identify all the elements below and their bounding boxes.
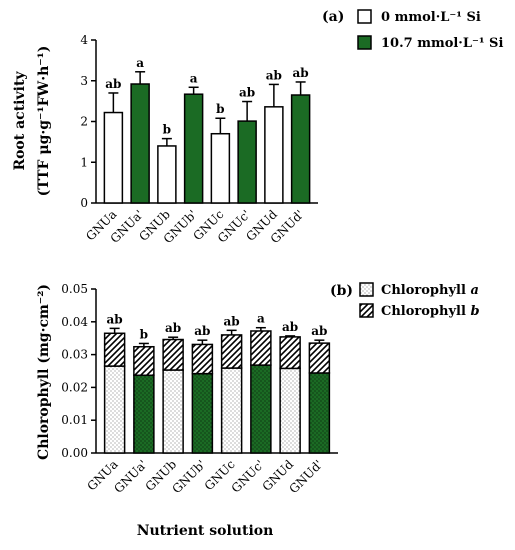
panel-a-significance-letter: ab — [239, 86, 255, 100]
legend-label-0-si: 0 mmol·L⁻¹ Si — [381, 10, 481, 25]
panel-a-significance-letter: a — [136, 56, 144, 70]
panel-b-bar-chlorophyll-b — [220, 334, 243, 369]
legend-swatch-chlorophyll-a — [359, 282, 374, 297]
legend-text-chlorophyll-a-suffix: a — [470, 283, 478, 298]
panel-b-significance-letter: ab — [107, 312, 123, 326]
panel-a-significance-letter: b — [216, 102, 224, 116]
panel-a-bar — [183, 93, 204, 204]
legend-text-chlorophyll-b: Chlorophyll — [381, 304, 470, 319]
panel-a-label: (a) — [322, 9, 344, 25]
panel-b-bar-chlorophyll-a — [279, 367, 301, 454]
panel-b-bar-chlorophyll-b — [250, 330, 272, 366]
panel-b-bar-chlorophyll-a — [308, 372, 331, 454]
panel-a-bar — [103, 111, 124, 204]
panel-b-y-axis-label: Chlorophyll (mg·cm⁻²) — [36, 284, 52, 460]
panel-b-category-label: GNUb' — [169, 457, 208, 496]
panel-b-y-tick-label: 0.05 — [61, 282, 88, 296]
panel-b-y-tick-label: 0.04 — [61, 315, 88, 329]
panel-b-significance-letter: ab — [165, 321, 181, 335]
panel-a-plot: 01234abGNUaaGNUa'bGNUbaGNUb'bGNUcabGNUc'… — [80, 33, 318, 246]
panel-a-y-tick-label: 0 — [80, 196, 88, 210]
panel-b-bar-chlorophyll-b — [133, 345, 155, 377]
panel-b-bar-chlorophyll-a — [133, 374, 155, 454]
legend-label-chlorophyll-b: Chlorophyll b — [381, 304, 480, 319]
panel-b-category-label: GNUc' — [229, 457, 267, 495]
legend-swatch-0-si — [357, 9, 372, 24]
legend-text-chlorophyll-a: Chlorophyll — [381, 283, 470, 298]
panel-a-bar — [157, 145, 177, 204]
panel-a-y-tick-label: 4 — [80, 33, 88, 47]
panel-b-bar-chlorophyll-b — [308, 342, 331, 374]
panel-a-y-tick-label: 3 — [80, 74, 88, 88]
panel-a-significance-letter: a — [190, 71, 198, 85]
panel-b-label: (b) — [330, 283, 353, 299]
panel-b-significance-letter: ab — [311, 324, 327, 338]
panel-b-bar-chlorophyll-a — [162, 369, 184, 454]
panel-b-category-label: GNUd' — [286, 457, 325, 496]
panel-a-bar — [264, 106, 284, 204]
panel-b-bar-chlorophyll-b — [162, 338, 184, 371]
panel-b-bar-chlorophyll-a — [191, 372, 214, 454]
panel-b-significance-letter: b — [140, 327, 148, 341]
panel-a-bar — [237, 120, 257, 204]
panel-b-bar-chlorophyll-a — [250, 364, 272, 454]
x-axis-label: Nutrient solution — [137, 523, 274, 539]
panel-a-y-axis-label-units: (TTF μg·g⁻¹FW·h⁻¹) — [36, 46, 52, 197]
panel-b-y-tick-label: 0.01 — [61, 413, 88, 427]
panel-b-y-tick-label: 0.02 — [61, 380, 88, 394]
panel-a-bar — [290, 94, 311, 204]
panel-b-bar-chlorophyll-b — [279, 336, 301, 370]
panel-b-significance-letter: ab — [224, 314, 240, 328]
panel-a-bar — [130, 83, 150, 204]
panel-a-y-tick-label: 1 — [80, 155, 88, 169]
panel-a-bar — [210, 132, 231, 204]
panel-b-plot: 0.000.010.020.030.040.05abGNUabGNUa'abGN… — [61, 282, 338, 496]
panel-a-significance-letter: ab — [293, 66, 309, 80]
panel-a-significance-letter: b — [163, 123, 171, 137]
legend-text-chlorophyll-b-suffix: b — [470, 304, 479, 319]
panel-b-bar-chlorophyll-a — [220, 367, 243, 454]
panel-a-y-axis-label: Root activity — [12, 71, 28, 171]
panel-b-category-label: GNUa' — [111, 457, 150, 496]
panel-b-y-tick-label: 0.00 — [61, 446, 88, 460]
panel-b-significance-letter: ab — [194, 324, 210, 338]
panel-a-significance-letter: ab — [266, 68, 282, 82]
panel-b-bar-chlorophyll-b — [191, 343, 214, 375]
panel-b-bar-chlorophyll-a — [103, 365, 126, 454]
panel-b-bar-chlorophyll-b — [103, 332, 126, 367]
panel-b-significance-letter: ab — [282, 320, 298, 334]
legend-swatch-chlorophyll-b — [359, 303, 374, 318]
legend-label-10-7-si: 10.7 mmol·L⁻¹ Si — [381, 36, 503, 51]
panel-a-y-tick-label: 2 — [80, 115, 88, 129]
panel-a-significance-letter: ab — [105, 77, 121, 91]
legend-label-chlorophyll-a: Chlorophyll a — [381, 283, 479, 298]
panel-b-y-tick-label: 0.03 — [61, 348, 88, 362]
legend-swatch-10-7-si — [357, 35, 372, 50]
panel-b-significance-letter: a — [257, 312, 265, 326]
